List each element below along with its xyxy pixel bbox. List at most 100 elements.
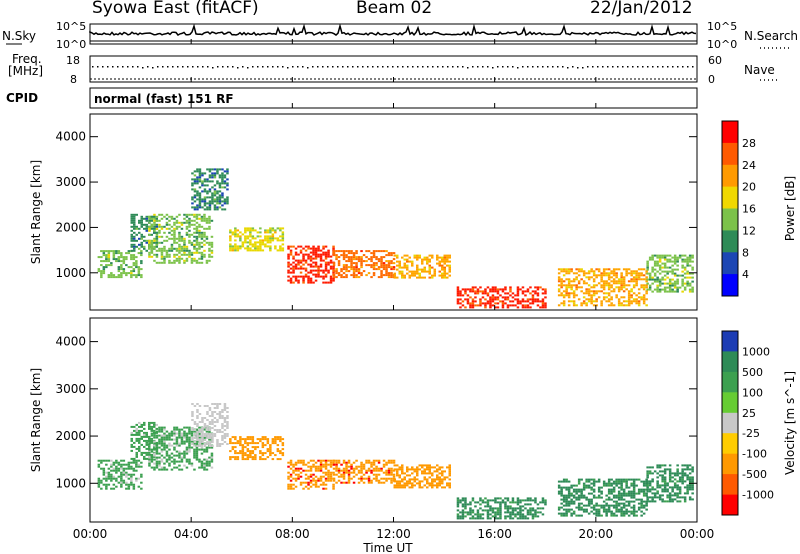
freq-dot bbox=[492, 67, 494, 69]
freq-dot bbox=[122, 66, 124, 68]
freq-dot bbox=[322, 66, 324, 68]
ytick-label: 3000 bbox=[55, 175, 86, 189]
freq-dot bbox=[657, 66, 659, 68]
freq-dot bbox=[307, 67, 309, 69]
colorbar-swatch bbox=[722, 186, 738, 209]
freq-dot bbox=[352, 66, 354, 68]
freq-dot bbox=[622, 66, 624, 68]
freq-dot bbox=[107, 66, 109, 68]
freq-dot bbox=[217, 66, 219, 68]
velocity-region bbox=[229, 436, 285, 461]
colorbar-tick-label: 25 bbox=[742, 407, 756, 420]
power-region bbox=[646, 254, 694, 293]
colorbar-frame bbox=[721, 330, 739, 516]
power-region bbox=[287, 245, 335, 284]
freq-dot bbox=[562, 66, 564, 68]
freq-dot bbox=[627, 66, 629, 68]
power-region bbox=[393, 254, 451, 279]
colorbar-swatch bbox=[722, 474, 738, 495]
power-region bbox=[557, 268, 648, 307]
velocity-region bbox=[97, 459, 143, 490]
freq-dot bbox=[392, 66, 394, 68]
freq-dot bbox=[102, 66, 104, 68]
freq-dot bbox=[347, 66, 349, 68]
freq-dot bbox=[512, 66, 514, 68]
power-region bbox=[332, 250, 396, 279]
velocity-region bbox=[191, 403, 229, 447]
beam-label: Beam 02 bbox=[356, 0, 433, 18]
velocity-region bbox=[287, 459, 335, 490]
freq-dot bbox=[152, 67, 154, 69]
panel-frame-velocity bbox=[89, 317, 698, 523]
freq-dot bbox=[407, 66, 409, 68]
velocity-region bbox=[332, 459, 396, 484]
colorbar-tick-label: 500 bbox=[742, 366, 763, 379]
power-region bbox=[191, 168, 229, 211]
freq-dot bbox=[342, 66, 344, 68]
freq-dot bbox=[597, 66, 599, 68]
freq-dot bbox=[317, 66, 319, 68]
power-region bbox=[456, 286, 547, 309]
freq-dot bbox=[157, 66, 159, 68]
freq-dot bbox=[262, 66, 264, 68]
freq-dot bbox=[292, 66, 294, 68]
freq-dot bbox=[367, 66, 369, 68]
freq-dot bbox=[527, 66, 529, 68]
freq-dot bbox=[422, 66, 424, 68]
freq-dot bbox=[582, 67, 584, 69]
xtick-label: 20:00 bbox=[579, 527, 614, 541]
freq-dot bbox=[267, 66, 269, 68]
colorbar-swatch bbox=[722, 433, 738, 455]
freq-dot bbox=[337, 66, 339, 68]
velocity-region bbox=[393, 464, 451, 489]
freq-dot bbox=[197, 66, 199, 68]
colorbar-tick-label: 100 bbox=[742, 386, 763, 399]
colorbar-swatch bbox=[722, 164, 738, 188]
freq-dot bbox=[387, 66, 389, 68]
xtick-label: 04:00 bbox=[174, 527, 209, 541]
colorbar-tick-label: 16 bbox=[742, 203, 756, 216]
freq-dot bbox=[167, 66, 169, 68]
freq-dot bbox=[397, 66, 399, 68]
cpid-text: normal (fast) 151 RF bbox=[94, 92, 234, 106]
freq-dot bbox=[302, 66, 304, 68]
freq-dot bbox=[472, 66, 474, 68]
noise-sky-line bbox=[89, 23, 697, 37]
freq-label-line1: Freq. bbox=[12, 52, 42, 66]
colorbar-tick-label: 12 bbox=[742, 224, 756, 237]
freq-dot bbox=[412, 66, 414, 68]
freq-dot bbox=[667, 66, 669, 68]
freq-dot bbox=[432, 66, 434, 68]
colorbar-frame bbox=[721, 120, 739, 297]
freq-dot bbox=[382, 66, 384, 68]
freq-dot bbox=[207, 66, 209, 68]
colorbar-tick-label: 20 bbox=[742, 181, 756, 194]
freq-dot bbox=[312, 66, 314, 68]
nsky-tick-top: 10^5 bbox=[56, 20, 87, 33]
heatmap-power bbox=[97, 168, 694, 309]
freq-dot bbox=[187, 66, 189, 68]
power-region bbox=[148, 213, 214, 264]
freq-dot bbox=[442, 66, 444, 68]
freq-dot bbox=[257, 66, 259, 68]
freq-dot bbox=[577, 67, 579, 69]
freq-dot bbox=[542, 66, 544, 68]
freq-dot bbox=[647, 66, 649, 68]
freq-dot bbox=[437, 66, 439, 68]
freq-dot bbox=[687, 66, 689, 68]
colorbar-label-power: Power [dB] bbox=[783, 176, 797, 241]
freq-dot bbox=[607, 66, 609, 68]
colorbar-swatch bbox=[722, 351, 738, 373]
ytick-label: 4000 bbox=[55, 130, 86, 144]
ylabel-velocity: Slant Range [km] bbox=[29, 368, 43, 472]
freq-dot bbox=[462, 66, 464, 68]
freq-dot bbox=[212, 67, 214, 69]
freq-dot bbox=[112, 66, 114, 68]
colorbar-tick-label: -100 bbox=[742, 448, 767, 461]
freq-dot bbox=[547, 66, 549, 68]
freq-dot bbox=[332, 66, 334, 68]
heatmap-velocity bbox=[97, 403, 694, 520]
freq-dot bbox=[652, 66, 654, 68]
freq-dot bbox=[237, 67, 239, 69]
colorbar-swatch bbox=[722, 392, 738, 414]
